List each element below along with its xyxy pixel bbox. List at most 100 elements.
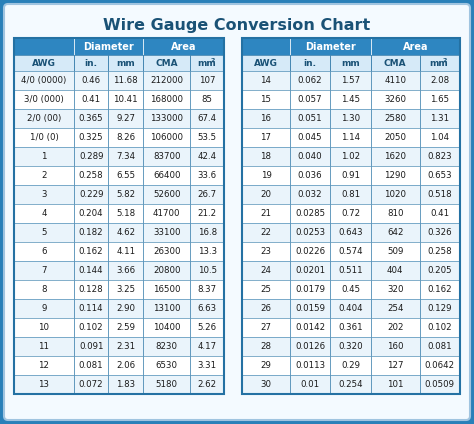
Text: 85: 85 xyxy=(202,95,213,104)
Text: 8: 8 xyxy=(41,285,46,294)
Bar xyxy=(14,356,74,375)
Text: 0.204: 0.204 xyxy=(79,209,103,218)
Bar xyxy=(330,242,371,261)
Text: 42.4: 42.4 xyxy=(198,152,217,161)
Bar xyxy=(290,299,330,318)
Text: 26: 26 xyxy=(261,304,272,313)
Bar xyxy=(371,71,419,90)
Bar xyxy=(242,109,290,128)
Bar xyxy=(371,55,419,71)
Bar xyxy=(242,223,290,242)
Bar xyxy=(109,55,143,71)
Bar xyxy=(242,318,290,337)
Bar xyxy=(242,204,290,223)
Bar xyxy=(419,337,460,356)
Bar xyxy=(109,204,143,223)
Text: 4110: 4110 xyxy=(384,76,406,85)
Text: 5.26: 5.26 xyxy=(198,323,217,332)
Bar xyxy=(143,71,191,90)
Text: 24: 24 xyxy=(261,266,272,275)
Text: 26.7: 26.7 xyxy=(198,190,217,199)
Bar xyxy=(242,242,290,261)
Text: 0.045: 0.045 xyxy=(298,133,322,142)
Text: 642: 642 xyxy=(387,228,403,237)
Bar xyxy=(143,280,191,299)
Bar xyxy=(242,299,290,318)
Text: 1.04: 1.04 xyxy=(430,133,449,142)
Bar xyxy=(14,261,224,280)
Text: mm: mm xyxy=(429,59,448,67)
Bar xyxy=(290,128,330,147)
Bar xyxy=(242,38,290,55)
Bar xyxy=(14,55,74,71)
Text: 11.68: 11.68 xyxy=(113,76,138,85)
Bar xyxy=(290,337,330,356)
Bar xyxy=(371,356,419,375)
Text: 7: 7 xyxy=(41,266,46,275)
Text: 0.128: 0.128 xyxy=(79,285,103,294)
Text: 8230: 8230 xyxy=(156,342,178,351)
Bar xyxy=(143,185,191,204)
Bar xyxy=(371,128,419,147)
Bar xyxy=(191,71,224,90)
Bar xyxy=(242,185,290,204)
Text: 0.162: 0.162 xyxy=(428,285,452,294)
Text: 16.8: 16.8 xyxy=(198,228,217,237)
Text: 0.081: 0.081 xyxy=(79,361,103,370)
Text: 10400: 10400 xyxy=(153,323,181,332)
Text: 0.0253: 0.0253 xyxy=(295,228,325,237)
Text: 0.102: 0.102 xyxy=(428,323,452,332)
Text: 4: 4 xyxy=(41,209,46,218)
Text: 2.31: 2.31 xyxy=(116,342,136,351)
Text: 5: 5 xyxy=(41,228,46,237)
Text: 1.83: 1.83 xyxy=(116,380,136,389)
Text: 2.90: 2.90 xyxy=(116,304,135,313)
Text: 0.258: 0.258 xyxy=(79,171,103,180)
Text: 0.0642: 0.0642 xyxy=(425,361,455,370)
Text: 6.63: 6.63 xyxy=(198,304,217,313)
Bar xyxy=(14,299,74,318)
Bar xyxy=(191,261,224,280)
Bar xyxy=(14,90,74,109)
Bar xyxy=(14,147,224,166)
Bar xyxy=(143,166,191,185)
Bar xyxy=(109,166,143,185)
Bar xyxy=(242,261,460,280)
Bar xyxy=(242,128,290,147)
Bar xyxy=(242,280,290,299)
Bar xyxy=(14,38,74,55)
Text: 1.45: 1.45 xyxy=(341,95,360,104)
Bar xyxy=(371,166,419,185)
Text: 0.0226: 0.0226 xyxy=(295,247,325,256)
Bar xyxy=(330,318,371,337)
Bar xyxy=(191,280,224,299)
Bar xyxy=(74,356,109,375)
Bar xyxy=(109,242,143,261)
Text: 168000: 168000 xyxy=(150,95,183,104)
Bar xyxy=(419,261,460,280)
Bar xyxy=(371,38,460,55)
Bar xyxy=(143,356,191,375)
Bar xyxy=(143,90,191,109)
Text: 0.823: 0.823 xyxy=(428,152,452,161)
Bar xyxy=(109,147,143,166)
Bar xyxy=(109,71,143,90)
Bar xyxy=(74,242,109,261)
Text: 1620: 1620 xyxy=(384,152,406,161)
Text: Wire Gauge Conversion Chart: Wire Gauge Conversion Chart xyxy=(103,18,371,33)
Text: 0.41: 0.41 xyxy=(82,95,101,104)
Bar xyxy=(74,71,109,90)
Text: 0.361: 0.361 xyxy=(338,323,363,332)
Text: 14: 14 xyxy=(261,76,272,85)
Text: 3260: 3260 xyxy=(384,95,406,104)
Text: 2580: 2580 xyxy=(384,114,406,123)
Bar xyxy=(242,90,290,109)
Text: Area: Area xyxy=(171,42,196,51)
Bar xyxy=(330,55,371,71)
Text: CMA: CMA xyxy=(155,59,178,67)
Bar xyxy=(330,204,371,223)
Bar xyxy=(191,166,224,185)
Text: 0.81: 0.81 xyxy=(341,190,360,199)
Bar xyxy=(74,38,143,55)
Text: 26300: 26300 xyxy=(153,247,181,256)
